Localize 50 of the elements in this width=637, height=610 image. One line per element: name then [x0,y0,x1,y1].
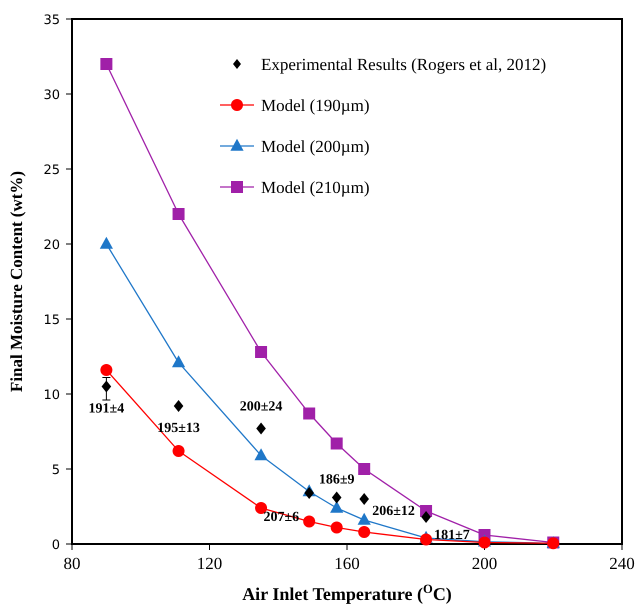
y-tick-label: 0 [52,538,60,553]
point [254,448,268,460]
point [359,493,369,505]
point [102,380,112,392]
x-tick-label: 160 [334,554,360,573]
legend-label: Model (190µm) [261,96,370,115]
point [330,522,343,534]
annotation: 181±7 [434,528,470,543]
point [332,492,342,504]
point [100,58,112,70]
x-tick-label: 240 [609,554,635,573]
annotation: 207±6 [264,510,300,525]
legend-label: Model (210µm) [261,178,370,197]
point [256,422,266,434]
point [358,526,370,538]
x-tick-label: 200 [472,554,498,573]
y-axis-title: Final Moisture Content (wt%) [7,170,26,392]
y-tick-label: 20 [43,238,60,253]
x-axis-title: Air Inlet Temperature ($^{O}$C) [242,582,452,604]
point [174,400,184,412]
x-tick-label: 120 [196,554,222,573]
point [303,516,316,528]
y-tick-label: 5 [52,463,60,478]
point [421,511,431,523]
y-tick-label: 10 [43,388,60,403]
annotation: 206±12 [372,504,415,519]
y-tick-label: 30 [43,88,60,103]
point [255,346,268,358]
annotation: 191±4 [88,402,124,416]
x-tick-label: 80 [64,554,80,573]
point [330,438,343,450]
y-tick-label: 35 [43,13,60,28]
point [100,364,112,376]
point [172,208,185,220]
y-tick-label: 15 [43,313,60,328]
point [172,445,185,457]
point [420,534,432,546]
annotation: 200±24 [240,400,282,414]
point [303,408,316,420]
annotation: 195±13 [157,421,200,436]
point [304,487,314,499]
legend-label: Model (200µm) [261,137,370,156]
point [358,512,371,525]
point [330,500,344,513]
y-tick-label: 25 [43,163,60,178]
annotation: 186±9 [318,472,355,488]
point [100,236,113,249]
point [358,463,370,475]
point [172,355,186,368]
legend-label: Experimental Results (Rogers et al, 2012) [261,55,546,74]
